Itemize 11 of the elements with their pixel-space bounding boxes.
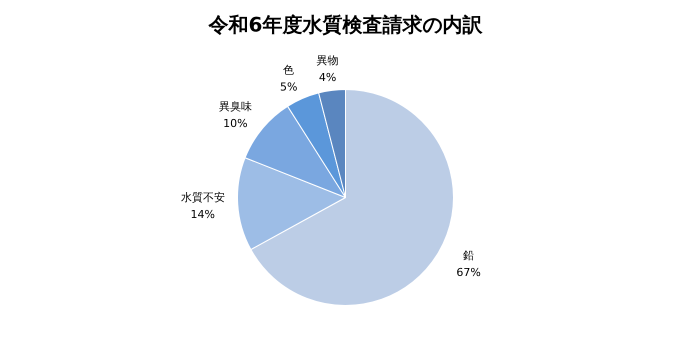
- chart-title: 令和6年度水質検査請求の内訳: [208, 12, 484, 36]
- data-label: 5%: [280, 80, 298, 94]
- slice-label: 異物: [316, 54, 339, 68]
- slice-label: 水質不安: [180, 191, 225, 204]
- slice-label: 色: [283, 64, 294, 77]
- slice-label: 異臭味: [218, 100, 252, 114]
- data-label: 67%: [456, 266, 481, 280]
- slice-label: 鉛: [463, 249, 474, 262]
- data-label: 14%: [190, 208, 216, 222]
- data-label: 4%: [318, 71, 336, 84]
- data-label: 10%: [223, 117, 248, 130]
